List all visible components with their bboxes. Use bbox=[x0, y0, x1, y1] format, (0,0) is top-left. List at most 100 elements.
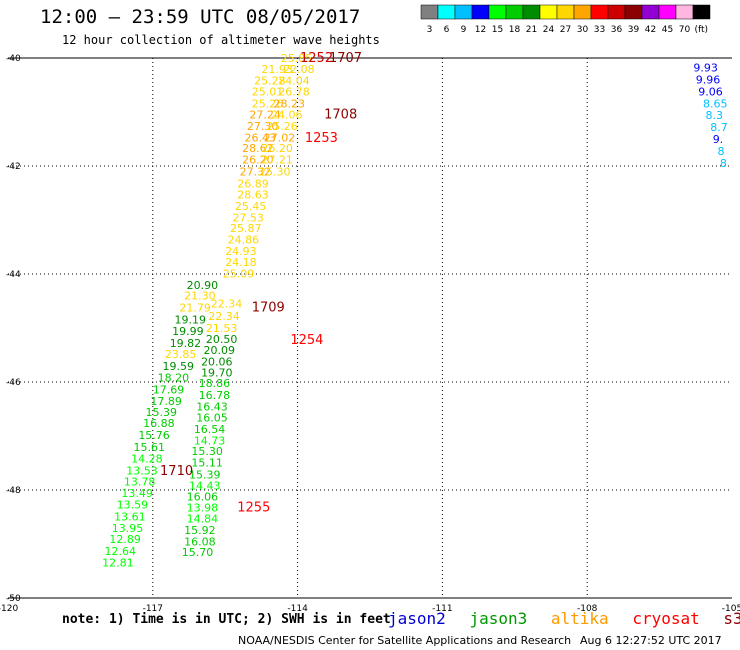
wave-height-point: 14.84 bbox=[187, 513, 219, 526]
x-tick-label: -105 bbox=[722, 604, 740, 614]
wave-height-point: 23.85 bbox=[165, 348, 197, 361]
wave-height-point: 24.18 bbox=[225, 256, 257, 269]
wave-height-point: 21.30 bbox=[184, 290, 216, 303]
wave-height-point: 14.43 bbox=[189, 480, 221, 493]
wave-height-point: 27.32 bbox=[240, 165, 272, 178]
wave-height-point: 12.64 bbox=[105, 545, 136, 558]
wave-height-point: 9.06 bbox=[698, 85, 723, 98]
time-label: 1253 bbox=[305, 131, 338, 146]
legend-swatch bbox=[437, 4, 456, 20]
legend-swatch-label: 39 bbox=[628, 25, 640, 35]
x-tick-label: -117 bbox=[143, 604, 163, 614]
legend-swatch-label: 12 bbox=[475, 25, 486, 35]
wave-height-point: 13.61 bbox=[114, 510, 146, 523]
wave-height-point: 16.05 bbox=[196, 412, 228, 425]
page-title: 12:00 – 23:59 UTC 08/05/2017 bbox=[40, 6, 361, 28]
wave-height-point: 17.89 bbox=[150, 395, 182, 408]
legend-swatch-label: 70 bbox=[679, 25, 691, 35]
legend-swatch-label: 6 bbox=[444, 25, 450, 35]
satellite-s3a: s3a bbox=[723, 609, 740, 628]
wave-height-point: 25.85 bbox=[281, 52, 313, 65]
legend-swatch bbox=[471, 4, 490, 20]
wave-height-point: 16.43 bbox=[196, 400, 228, 413]
wave-height-point: 20.90 bbox=[187, 279, 219, 292]
satellite-jason2: jason2 bbox=[388, 609, 446, 628]
footnote: note: 1) Time is in UTC; 2) SWH is in fe… bbox=[62, 612, 391, 627]
y-tick-label: -42 bbox=[6, 162, 21, 172]
wave-height-point: 27.21 bbox=[261, 154, 293, 167]
wave-height-point: 24.86 bbox=[228, 233, 260, 246]
legend-swatch bbox=[505, 4, 524, 20]
wave-height-point: 14.73 bbox=[194, 434, 226, 447]
wave-height-point: 19.70 bbox=[201, 366, 233, 379]
wave-height-point: 25.45 bbox=[235, 200, 267, 213]
time-label: 1255 bbox=[237, 500, 270, 515]
legend-swatch bbox=[488, 4, 507, 20]
wave-height-point: 20.06 bbox=[201, 355, 233, 368]
y-tick-label: -46 bbox=[6, 378, 21, 388]
wave-height-point: 15.61 bbox=[133, 441, 165, 454]
wave-height-point: 15.39 bbox=[146, 406, 178, 419]
wave-height-point: 9.96 bbox=[696, 74, 721, 87]
legend-unit: (ft) bbox=[694, 25, 708, 35]
legend-swatch bbox=[573, 4, 592, 20]
wave-height-point: 24.06 bbox=[271, 109, 303, 122]
wave-height-point: 25.30 bbox=[259, 165, 291, 178]
wave-height-point: 16.08 bbox=[184, 535, 216, 548]
legend-swatch bbox=[641, 4, 660, 20]
x-tick-label: -111 bbox=[432, 604, 452, 614]
wave-height-point: 15.11 bbox=[191, 456, 223, 469]
wave-height-point: 25.26 bbox=[252, 97, 284, 110]
wave-height-point: 20.09 bbox=[203, 344, 235, 357]
wave-height-point: 16.54 bbox=[194, 423, 226, 436]
wave-height-point: 28.62 bbox=[242, 142, 273, 155]
wave-height-point: 17.69 bbox=[153, 384, 185, 397]
legend-swatch bbox=[675, 4, 694, 20]
wave-height-point: 21.53 bbox=[206, 322, 238, 335]
time-label: 1708 bbox=[324, 108, 357, 123]
legend-swatch-label: 9 bbox=[461, 25, 467, 35]
legend-swatch bbox=[522, 4, 541, 20]
wave-height-point: 22.08 bbox=[283, 63, 315, 76]
satellite-cryosat: cryosat bbox=[632, 609, 700, 628]
wave-height-point: 19.19 bbox=[175, 313, 207, 326]
legend-swatch bbox=[607, 4, 626, 20]
time-label: 1710 bbox=[160, 464, 193, 479]
legend-swatch bbox=[692, 4, 711, 20]
y-tick-label: -48 bbox=[6, 486, 21, 496]
y-tick-label: -50 bbox=[6, 594, 21, 604]
wave-height-point: 19.99 bbox=[172, 325, 204, 338]
wave-height-point: 8 bbox=[718, 145, 725, 158]
legend-swatch-label: 24 bbox=[543, 25, 555, 35]
legend-swatch bbox=[658, 4, 677, 20]
legend-swatch-label: 36 bbox=[611, 25, 623, 35]
legend-swatch bbox=[624, 4, 643, 20]
wave-height-point: 8 bbox=[720, 157, 727, 170]
wave-height-point: 16.78 bbox=[199, 389, 231, 402]
time-label: 1252 bbox=[300, 51, 333, 66]
legend-swatch bbox=[539, 4, 558, 20]
wave-height-point: 26.78 bbox=[278, 85, 310, 98]
wave-height-point: 27.02 bbox=[264, 131, 296, 144]
legend-swatch-label: 3 bbox=[427, 25, 433, 35]
wave-height-point: 27.53 bbox=[232, 211, 264, 224]
satellite-jason3: jason3 bbox=[469, 609, 528, 628]
wave-height-point: 26.20 bbox=[242, 154, 273, 167]
y-tick-label: -40 bbox=[6, 54, 21, 64]
legend-swatch-label: 45 bbox=[662, 25, 673, 35]
wave-height-point: 22.34 bbox=[211, 298, 243, 311]
wave-height-point: 19.82 bbox=[170, 337, 202, 350]
wave-height-point: 25.28 bbox=[254, 75, 286, 88]
wave-height-point: 22.34 bbox=[208, 310, 240, 323]
wave-height-point: 26.20 bbox=[261, 142, 293, 155]
wave-height-point: 21.79 bbox=[179, 301, 211, 314]
wave-height-point: 19.59 bbox=[162, 360, 194, 373]
timestamp: Aug 6 12:27:52 UTC 2017 bbox=[580, 634, 722, 647]
wave-height-point: 13.95 bbox=[112, 522, 144, 535]
wave-height-point: 15.30 bbox=[191, 445, 223, 458]
wave-height-point: 27.24 bbox=[249, 109, 280, 122]
wave-height-point: 25.09 bbox=[223, 267, 255, 280]
credit-line: NOAA/NESDIS Center for Satellite Applica… bbox=[238, 634, 572, 647]
wave-height-point: 13.78 bbox=[124, 475, 156, 488]
